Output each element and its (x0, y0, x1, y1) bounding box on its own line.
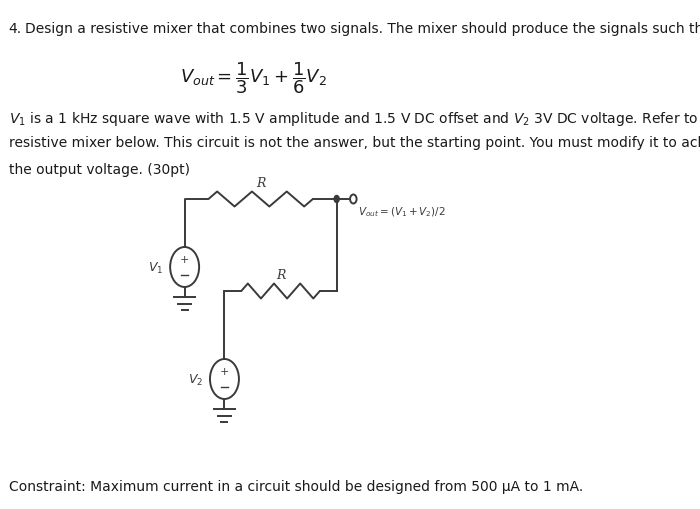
Text: $V_2$: $V_2$ (188, 372, 203, 387)
Text: resistive mixer below. This circuit is not the answer, but the starting point. Y: resistive mixer below. This circuit is n… (8, 136, 700, 150)
Text: R: R (276, 268, 286, 281)
Text: $V_{out} = (V_1 + V_2)/2$: $V_{out} = (V_1 + V_2)/2$ (358, 205, 446, 218)
Text: $V_1$ is a 1 kHz square wave with 1.5 V amplitude and 1.5 V DC offset and $V_2$ : $V_1$ is a 1 kHz square wave with 1.5 V … (8, 110, 700, 128)
Text: $V_{out} = \dfrac{1}{3}V_1 + \dfrac{1}{6}V_2$: $V_{out} = \dfrac{1}{3}V_1 + \dfrac{1}{6… (180, 60, 327, 96)
Text: +: + (220, 366, 229, 376)
Text: Design a resistive mixer that combines two signals. The mixer should produce the: Design a resistive mixer that combines t… (25, 22, 700, 36)
Circle shape (334, 196, 340, 203)
Text: Constraint: Maximum current in a circuit should be designed from 500 μA to 1 mA.: Constraint: Maximum current in a circuit… (8, 479, 583, 493)
Text: R: R (256, 177, 265, 190)
Text: +: + (180, 254, 189, 264)
Text: the output voltage. (30pt): the output voltage. (30pt) (8, 163, 190, 177)
Text: 4.: 4. (8, 22, 22, 36)
Text: $V_1$: $V_1$ (148, 260, 163, 275)
